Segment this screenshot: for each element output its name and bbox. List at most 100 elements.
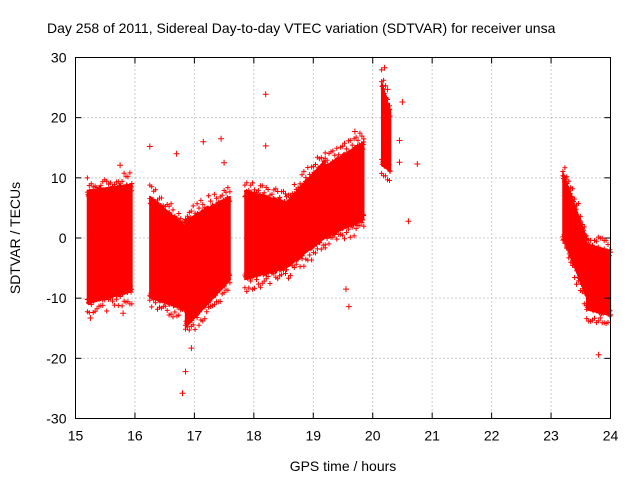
data-point: [211, 302, 217, 308]
data-point: [343, 146, 349, 152]
data-point: [168, 201, 174, 207]
data-point: [291, 182, 297, 187]
data-point: [110, 298, 115, 304]
data-point: [259, 183, 265, 189]
outlier-point: [117, 162, 124, 169]
data-point: [194, 201, 200, 207]
x-tick-label: 18: [246, 428, 262, 444]
chart-title: Day 258 of 2011, Sidereal Day-to-day VTE…: [47, 20, 556, 36]
data-point: [200, 201, 206, 207]
data-point: [342, 236, 347, 242]
data-point: [342, 140, 347, 146]
data-point: [283, 191, 288, 197]
data-point: [332, 152, 338, 158]
data-point: [361, 223, 367, 229]
x-tick-labels: 15 16 17 18 19 20 21 22 23 24: [68, 428, 619, 444]
y-axis-title: SDTVAR / TECUs: [7, 182, 23, 294]
data-point: [176, 312, 182, 318]
x-tick-label: 23: [543, 428, 559, 444]
data-point: [206, 193, 212, 199]
data-point: [176, 211, 182, 216]
data-point: [345, 226, 351, 232]
outlier-point: [351, 128, 358, 135]
data-point: [190, 203, 196, 209]
data-point: [562, 165, 568, 171]
outlier-point: [221, 159, 228, 166]
data-point: [383, 83, 389, 89]
y-tick-label: 30: [51, 50, 67, 66]
y-tick-label: 10: [51, 170, 67, 186]
data-point: [570, 186, 576, 192]
data-point: [121, 170, 127, 176]
outlier-point: [345, 303, 352, 310]
data-point: [198, 197, 204, 203]
axis-ticks: [75, 57, 611, 419]
data-point: [178, 216, 184, 222]
data-point: [301, 263, 307, 269]
data-point: [340, 143, 346, 149]
data-point: [351, 233, 357, 239]
data-point: [330, 148, 336, 154]
data-point: [104, 178, 110, 184]
data-point: [349, 142, 355, 148]
data-point: [196, 322, 202, 328]
outlier-point: [343, 286, 349, 293]
data-point: [605, 242, 611, 247]
data-point: [291, 265, 297, 270]
data-point: [244, 180, 250, 186]
data-point: [84, 175, 90, 181]
data-point: [219, 192, 225, 198]
outlier-point: [87, 315, 94, 321]
data-point: [334, 236, 340, 242]
data-point: [119, 303, 125, 309]
data-point: [213, 195, 219, 201]
data-point: [326, 241, 332, 247]
data-point: [318, 155, 324, 161]
outlier-point: [146, 143, 153, 150]
data-point: [347, 234, 353, 240]
data-point: [257, 284, 263, 290]
outlier-point: [182, 368, 189, 375]
data-point: [119, 178, 125, 184]
x-tick-label: 20: [365, 428, 381, 444]
outlier-point: [405, 218, 412, 225]
y-tick-label: 0: [59, 230, 67, 246]
data-point: [347, 137, 353, 143]
data-point: [383, 173, 389, 179]
data-point: [127, 170, 133, 176]
data-point: [385, 97, 390, 102]
data-point: [359, 133, 365, 139]
outlier-point: [120, 310, 127, 317]
data-point: [575, 201, 581, 206]
outlier-point: [200, 138, 207, 145]
data-point: [168, 311, 174, 317]
data-point: [186, 327, 192, 333]
y-tick-label: 20: [51, 110, 67, 126]
data-point: [361, 136, 367, 142]
data-point: [227, 189, 233, 195]
data-point: [318, 246, 324, 252]
data-point: [330, 234, 336, 240]
data-point: [572, 196, 578, 202]
data-point: [158, 195, 164, 201]
data-point: [129, 301, 135, 307]
data-point: [246, 285, 252, 291]
data-point: [164, 307, 170, 313]
data-point: [381, 77, 387, 83]
data-point: [153, 300, 159, 306]
data-point: [293, 261, 299, 267]
x-tick-label: 16: [127, 428, 143, 444]
data-point: [100, 302, 106, 308]
data-point: [286, 275, 291, 281]
data-point: [98, 182, 104, 188]
data-point: [149, 184, 155, 190]
data-point: [170, 207, 176, 213]
data-point: [597, 315, 603, 321]
x-tick-label: 19: [305, 428, 321, 444]
data-point: [269, 191, 275, 197]
data-point: [566, 178, 572, 184]
y-tick-labels: -30 -20 -10 0 10 20 30: [46, 50, 66, 427]
outlier-point: [396, 137, 403, 144]
data-point: [204, 309, 210, 315]
